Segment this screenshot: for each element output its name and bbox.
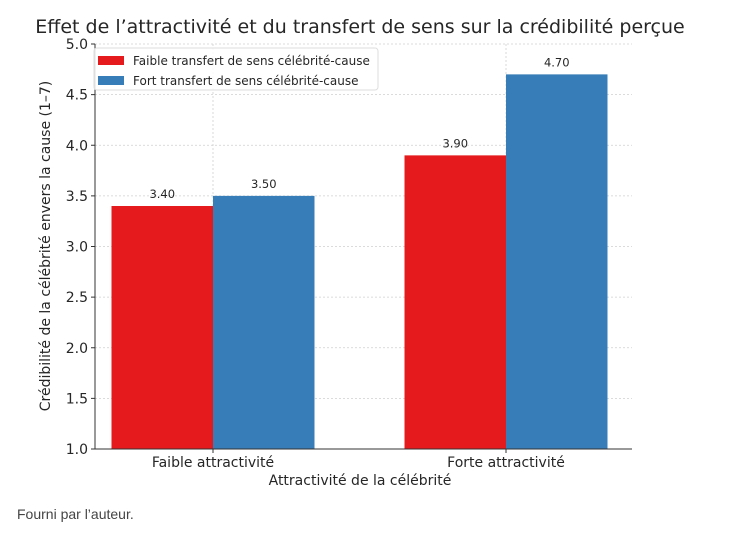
y-tick-label: 4.0 xyxy=(66,138,88,154)
legend-box xyxy=(93,47,379,91)
y-tick-label: 3.0 xyxy=(66,240,88,256)
y-tick-label: 2.5 xyxy=(66,290,88,306)
bars xyxy=(111,74,608,449)
bar xyxy=(111,206,213,449)
x-tick-label: Faible attractivité xyxy=(152,455,274,471)
legend: Faible transfert de sens célébrité-cause… xyxy=(93,47,379,91)
bar xyxy=(404,155,506,449)
y-tick-label: 4.5 xyxy=(66,88,88,104)
legend-label: Faible transfert de sens célébrité-cause xyxy=(133,54,370,68)
x-ticks: Faible attractivité Forte attractivité xyxy=(152,449,565,471)
image-caption: Fourni par l’auteur. xyxy=(17,506,134,522)
bar-chart: Effet de l’attractivité et du transfert … xyxy=(35,16,684,489)
bar-value-label: 3.40 xyxy=(149,187,175,201)
bar-value-label: 3.90 xyxy=(442,136,468,150)
x-axis-label: Attractivité de la célébrité xyxy=(269,473,452,489)
chart-title: Effet de l’attractivité et du transfert … xyxy=(35,16,684,38)
bar-value-label: 4.70 xyxy=(544,55,570,69)
y-tick-label: 5.0 xyxy=(66,37,88,53)
bar xyxy=(506,74,608,449)
legend-label: Fort transfert de sens célébrité-cause xyxy=(133,74,359,88)
y-axis-label: Crédibilité de la célébrité envers la ca… xyxy=(38,81,54,412)
bar xyxy=(213,195,315,449)
bar-value-labels: 3.40 3.90 3.50 4.70 xyxy=(149,55,569,201)
legend-swatch xyxy=(98,56,124,65)
y-tick-label: 1.5 xyxy=(66,391,88,407)
x-tick-label: Forte attractivité xyxy=(447,455,565,471)
y-ticks: 1.0 1.5 2.0 2.5 3.0 3.5 4.0 4.5 5.0 xyxy=(66,37,95,458)
y-tick-label: 2.0 xyxy=(66,341,88,357)
legend-swatch xyxy=(98,76,124,85)
y-tick-label: 3.5 xyxy=(66,189,88,205)
y-tick-label: 1.0 xyxy=(66,442,88,458)
bar-value-label: 3.50 xyxy=(251,177,277,191)
